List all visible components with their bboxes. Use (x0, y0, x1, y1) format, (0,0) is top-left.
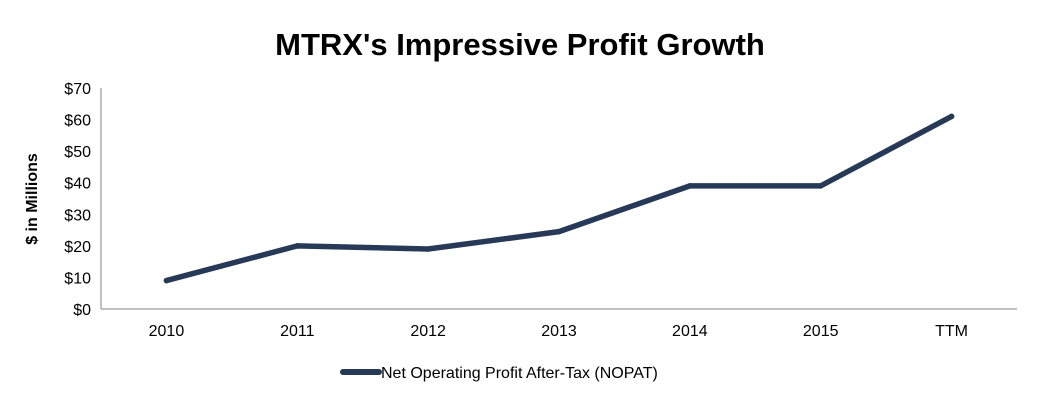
chart-title: MTRX's Impressive Profit Growth (275, 27, 765, 62)
data-point (163, 277, 170, 284)
y-tick-label: $30 (64, 207, 91, 224)
data-point (294, 243, 301, 249)
x-tick-label: 2010 (149, 323, 185, 340)
y-tick-labels: $0 $10 $20 $30 $40 $50 $60 $70 (64, 81, 91, 319)
y-axis-label: $ in Millions (24, 153, 41, 245)
x-tick-label: 2011 (280, 323, 315, 340)
series-layer (163, 113, 955, 284)
legend-label: Net Operating Profit After-Tax (NOPAT) (381, 365, 658, 382)
legend: Net Operating Profit After-Tax (NOPAT) (340, 365, 658, 382)
y-tick-label: $60 (64, 113, 91, 130)
data-point (687, 183, 693, 189)
x-tick-label: TTM (935, 323, 968, 340)
data-point (948, 113, 955, 120)
y-tick-label: $10 (64, 270, 91, 287)
data-point (556, 228, 562, 235)
y-tick-label: $50 (64, 144, 91, 161)
data-point (425, 246, 431, 252)
x-tick-label: 2012 (410, 323, 446, 340)
x-tick-label: 2015 (803, 323, 839, 340)
y-tick-label: $40 (64, 176, 91, 193)
x-tick-label: 2014 (672, 323, 708, 340)
y-tick-label: $20 (64, 239, 91, 256)
y-tick-label: $70 (64, 81, 91, 98)
series-line (163, 113, 955, 284)
y-tick-label: $0 (73, 302, 91, 319)
x-tick-label: 2013 (541, 323, 577, 340)
x-tick-labels: 2010 2011 2012 2013 2014 2015 TTM (149, 323, 968, 340)
data-point (817, 183, 824, 189)
